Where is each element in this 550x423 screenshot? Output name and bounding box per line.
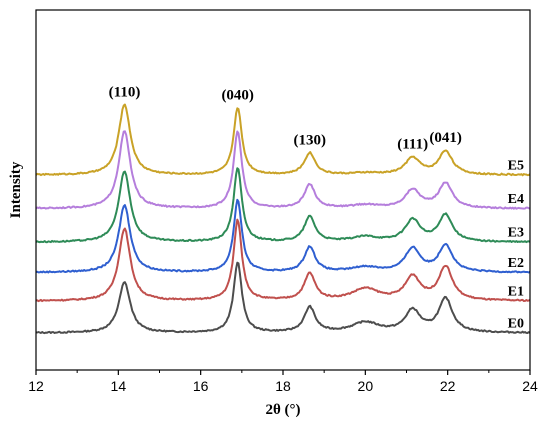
peak-labels: (110) (040) (130) (111) (041) [109,84,462,152]
series-line-e4 [35,130,531,210]
x-tick-label: 24 [522,378,538,394]
x-tick-label: 22 [440,378,456,394]
series-label-e1: E1 [508,284,524,299]
series-layer [35,103,531,335]
x-axis-title: 2θ (°) [265,402,300,418]
series-label-e2: E2 [508,256,524,271]
x-tick-label: 14 [111,378,127,394]
x-tick-label: 16 [193,378,209,394]
peak-label: (041) [429,130,462,146]
series-line-e5 [35,103,531,177]
series-line-e2 [35,198,531,274]
x-tick-label: 18 [275,378,291,394]
series-line-e0 [35,261,531,335]
series-line-e3 [35,167,531,244]
x-tick-label: 20 [358,378,374,394]
plot-frame [35,9,531,371]
series-labels: E0 E1 E2 E3 E4 E5 [508,159,524,332]
series-label-e0: E0 [508,316,524,331]
series-line-e1 [35,218,531,303]
x-axis-ticks: 12 14 16 18 20 22 24 [28,370,538,394]
series-label-e5: E5 [508,159,524,174]
peak-label: (130) [294,133,327,149]
y-axis-title: Intensity [8,161,24,218]
series-label-e4: E4 [508,192,524,207]
peak-label: (040) [221,87,254,103]
peak-label: (111) [397,137,428,153]
x-tick-label: 12 [28,378,44,394]
peak-label: (110) [109,84,141,100]
series-label-e3: E3 [508,226,524,241]
